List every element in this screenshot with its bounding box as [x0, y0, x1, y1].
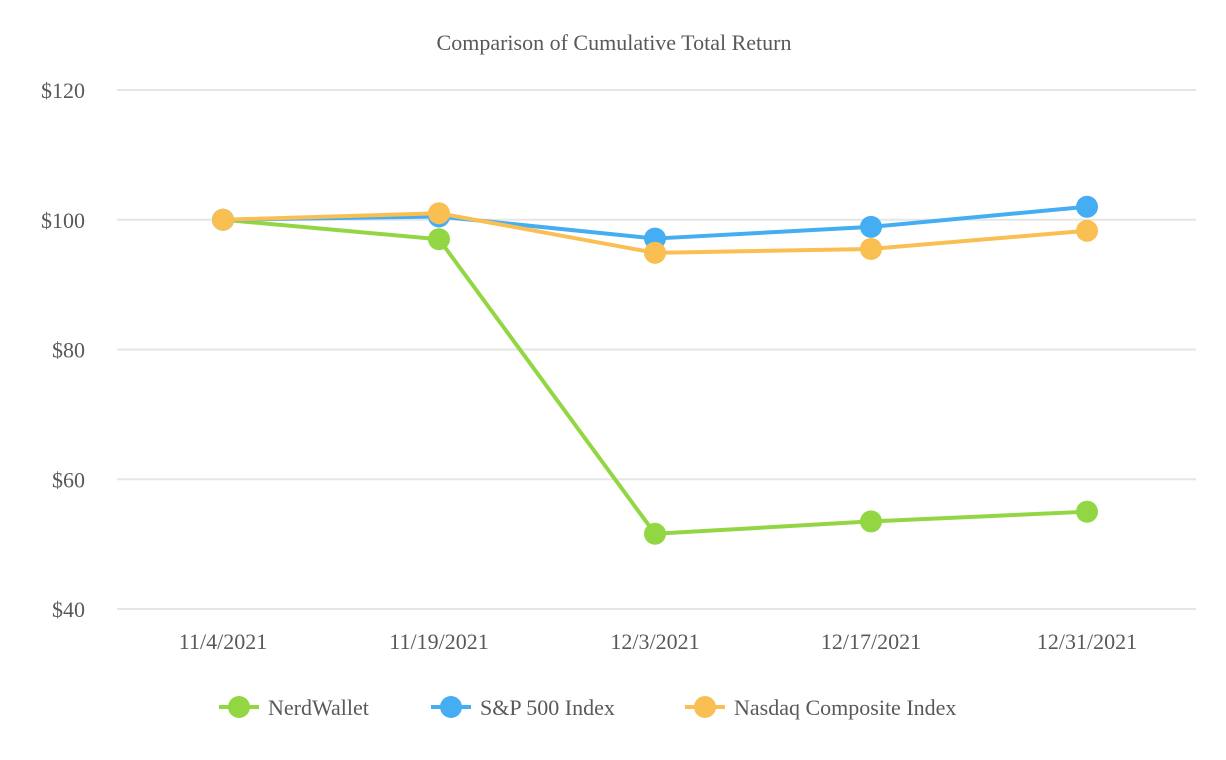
legend-label: S&P 500 Index — [480, 695, 615, 720]
x-axis-ticks: 11/4/2021 11/19/2021 12/3/2021 12/17/2021 12… — [179, 629, 1137, 654]
data-point — [644, 241, 666, 264]
data-point — [428, 202, 450, 225]
x-tick-label: 12/31/2021 — [1037, 629, 1137, 654]
y-tick-label: $120 — [41, 78, 85, 103]
series-line — [222, 217, 1088, 536]
x-tick-label: 12/17/2021 — [821, 629, 921, 654]
data-point — [212, 208, 234, 231]
chart-title: Comparison of Cumulative Total Return — [437, 30, 792, 55]
legend-swatch-marker — [440, 696, 462, 718]
y-tick-label: $40 — [52, 597, 85, 622]
y-tick-label: $100 — [41, 208, 85, 233]
y-axis-ticks: $40 $60 $80 $100 $120 — [41, 78, 85, 622]
legend-label: Nasdaq Composite Index — [734, 695, 956, 720]
data-point — [428, 228, 450, 251]
data-point — [644, 522, 666, 545]
legend-swatch-marker — [694, 696, 716, 718]
legend-item: Nasdaq Composite Index — [685, 695, 956, 720]
legend-swatch-marker — [228, 696, 250, 718]
legend: NerdWallet S&P 500 Index Nasdaq Composite … — [219, 695, 956, 720]
data-point — [1076, 500, 1098, 523]
series-group — [212, 195, 1098, 545]
x-tick-label: 11/4/2021 — [179, 629, 267, 654]
x-tick-label: 11/19/2021 — [389, 629, 488, 654]
data-point — [860, 510, 882, 533]
legend-label: NerdWallet — [268, 695, 369, 720]
x-tick-label: 12/3/2021 — [610, 629, 699, 654]
legend-item: NerdWallet — [219, 695, 369, 720]
y-tick-label: $60 — [52, 467, 85, 492]
data-point — [1076, 195, 1098, 218]
data-point — [1076, 219, 1098, 242]
data-point — [860, 215, 882, 238]
data-point — [860, 237, 882, 260]
series-nasdaq-composite-index — [212, 202, 1098, 264]
legend-item: S&P 500 Index — [431, 695, 615, 720]
series-nerdwallet — [212, 208, 1098, 545]
y-tick-label: $80 — [52, 338, 85, 363]
